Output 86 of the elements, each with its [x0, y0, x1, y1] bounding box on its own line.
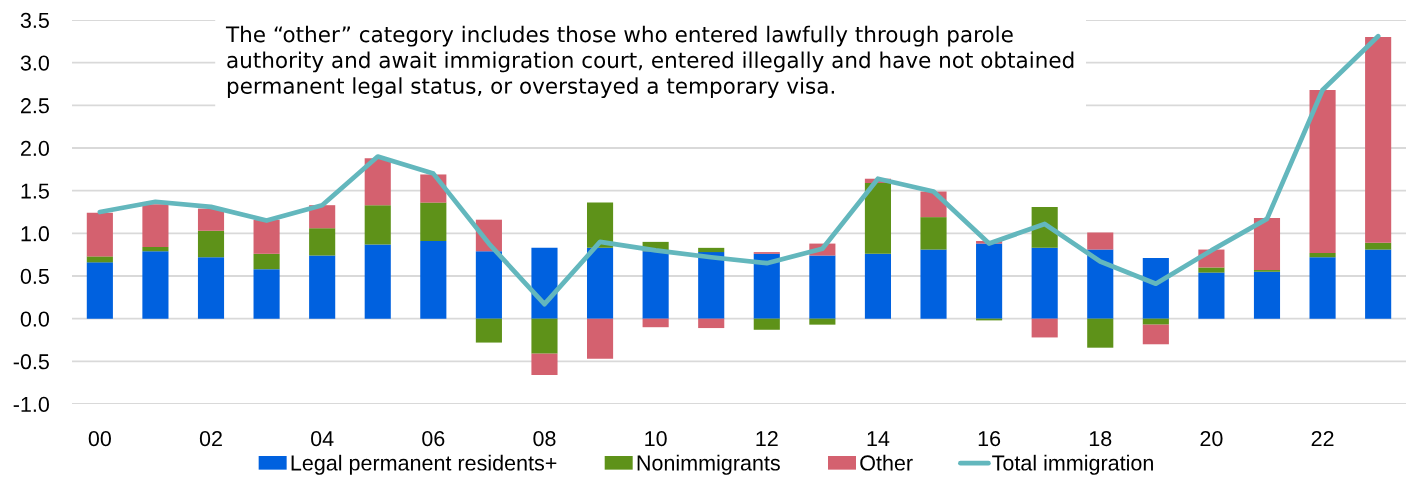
bar [142, 247, 169, 252]
bar [86, 256, 113, 263]
y-tick-label: -1.0 [13, 396, 49, 413]
bar [475, 318, 502, 343]
bar [753, 253, 780, 319]
bar [586, 202, 614, 248]
bar [753, 318, 780, 330]
x-tick-label: 00 [88, 430, 111, 447]
bar [976, 243, 1003, 319]
bar [1198, 272, 1225, 319]
bar [253, 269, 280, 319]
bar [1253, 217, 1281, 271]
bar [253, 219, 280, 254]
bar [1365, 249, 1392, 319]
bar [809, 255, 836, 319]
y-tick-label: 3.5 [20, 12, 49, 29]
bar [1309, 252, 1336, 258]
bar [1365, 37, 1392, 243]
bar [586, 318, 614, 359]
bar [1309, 257, 1336, 319]
x-tick-label: 18 [1089, 430, 1112, 447]
bar [920, 217, 947, 250]
bar [420, 202, 447, 242]
bar [86, 212, 113, 257]
bar [531, 247, 558, 319]
x-tick-label: 08 [533, 430, 556, 447]
bar [698, 247, 725, 253]
bar [197, 208, 225, 231]
bar [1031, 247, 1058, 319]
x-tick-label: 22 [1311, 430, 1334, 446]
bar [698, 318, 725, 329]
bar [364, 158, 391, 206]
x-tick-label: 06 [422, 430, 445, 447]
bar [420, 241, 447, 319]
x-tick-label: 14 [867, 431, 890, 446]
bar [642, 251, 669, 319]
bar [642, 318, 669, 328]
y-tick-label: 2.0 [21, 140, 49, 157]
y-tick-label: -0.5 [13, 354, 49, 370]
bar [309, 228, 336, 256]
bar [698, 252, 725, 319]
bar [531, 318, 558, 354]
bar [142, 251, 169, 319]
bar [864, 253, 891, 319]
bar [1031, 318, 1058, 338]
bar [1087, 232, 1114, 250]
annotation: The “other” category includes those who entered lawfully through parole authority and await immigration court, entered illegally and have not obtained permanent legal status, or overstayed a temporary visa. [225, 25, 1074, 99]
bar [1087, 249, 1114, 319]
bar [531, 353, 558, 375]
bar [1198, 267, 1225, 273]
bar [864, 182, 891, 254]
bar [197, 257, 225, 319]
x-tick-label: 12 [756, 430, 778, 446]
bar [1087, 318, 1114, 348]
bar [309, 255, 336, 319]
y-tick-label: 0.5 [20, 268, 49, 285]
y-tick-label: 2.5 [21, 98, 49, 114]
bar [809, 318, 836, 325]
bar [86, 262, 113, 319]
legend-label: Nonimmigrants [637, 454, 780, 475]
y-tick-label: 1.0 [21, 226, 49, 242]
x-tick-label: 04 [311, 430, 334, 447]
bar [1309, 89, 1336, 253]
bar [253, 253, 280, 270]
bar [1142, 318, 1169, 325]
y-tick-label: 0.0 [20, 311, 49, 327]
bar [142, 204, 169, 247]
bar [1365, 242, 1392, 250]
x-tick-label: 10 [645, 430, 667, 447]
legend-label: Legal permanent residents+ [291, 454, 557, 475]
legend-label: Other [860, 454, 913, 471]
bar [1142, 324, 1169, 345]
y-tick-label: 1.5 [21, 183, 49, 199]
bar [475, 251, 502, 319]
bar [1253, 271, 1281, 319]
y-tick-label: 3.0 [20, 55, 49, 71]
bar [586, 247, 614, 319]
bar [197, 230, 225, 258]
bar [364, 205, 391, 245]
x-tick-label: 20 [1200, 430, 1223, 447]
x-tick-label: 16 [978, 430, 1001, 447]
bar [364, 244, 391, 319]
bar [1142, 258, 1169, 319]
legend-label: Total immigration [992, 454, 1153, 475]
x-tick-label: 02 [199, 430, 222, 447]
bar [920, 249, 947, 319]
